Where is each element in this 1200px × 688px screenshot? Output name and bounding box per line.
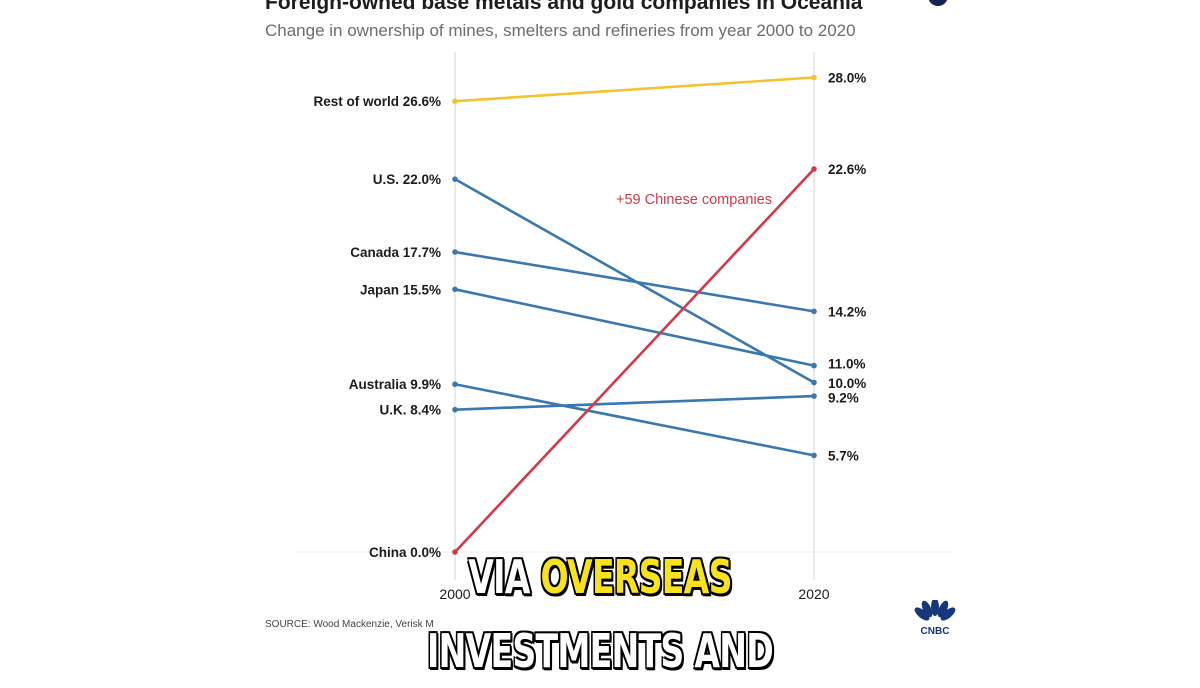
end-label-u-s: 10.0% (828, 376, 866, 391)
start-label-canada: Canada 17.7% (350, 245, 441, 260)
point-japan-2000 (452, 286, 458, 293)
point-u-k-2000 (452, 406, 458, 413)
start-label-australia: Australia 9.9% (349, 377, 441, 392)
series-line-japan (454, 288, 815, 367)
chart-subtitle: Change in ownership of mines, smelters a… (265, 21, 856, 40)
point-australia-2000 (452, 381, 458, 388)
chinese-companies-annotation: +59 Chinese companies (616, 192, 772, 208)
point-u-s-2020 (811, 379, 817, 386)
end-label-japan: 11.0% (828, 357, 866, 372)
end-label-china: 22.6% (828, 162, 866, 177)
start-label-u-k: U.K. 8.4% (379, 403, 441, 418)
caption-line-2: INVESTMENTS AND (426, 624, 774, 678)
x-tick-label: 2020 (798, 586, 829, 602)
corner-badge (928, 0, 948, 6)
end-label-rest-of-world: 28.0% (828, 71, 866, 86)
logo-text: CNBC (921, 626, 950, 636)
point-canada-2000 (452, 249, 458, 255)
start-label-japan: Japan 15.5% (360, 282, 441, 297)
start-label-rest-of-world: Rest of world 26.6% (313, 94, 441, 109)
end-label-u-k: 9.2% (828, 391, 859, 406)
x-tick-label: 2000 (439, 586, 470, 602)
point-australia-2020 (811, 452, 817, 459)
start-label-u-s: U.S. 22.0% (373, 172, 441, 187)
point-u-k-2020 (811, 393, 817, 399)
caption-word: VIA (468, 550, 530, 604)
end-label-australia: 5.7% (828, 448, 859, 463)
video-caption: VIA OVERSEAS INVESTMENTS AND (168, 540, 1032, 688)
point-china-2020 (811, 166, 817, 172)
cnbc-logo: CNBC (910, 598, 960, 641)
series-line-rest-of-world (454, 76, 815, 103)
point-u-s-2000 (452, 176, 458, 182)
series-line-canada (454, 250, 815, 313)
peacock-icon: CNBC (914, 598, 956, 637)
series-line-australia (454, 382, 815, 457)
caption-line-1: VIA OVERSEAS (168, 540, 1032, 614)
point-rest-of-world-2000 (452, 98, 458, 105)
start-label-china: China 0.0% (369, 545, 441, 560)
source-note: SOURCE: Wood Mackenzie, Verisk M (265, 619, 434, 630)
point-canada-2020 (811, 308, 817, 315)
series-line-china (454, 168, 815, 553)
chart-title: Foreign-owned base metals and gold compa… (265, 0, 863, 14)
point-china-2000 (452, 549, 458, 555)
point-rest-of-world-2020 (811, 74, 817, 81)
end-label-canada: 14.2% (828, 304, 866, 319)
series-line-u-k (454, 394, 815, 411)
point-japan-2020 (811, 362, 817, 369)
caption-highlight: OVERSEAS (540, 550, 732, 604)
